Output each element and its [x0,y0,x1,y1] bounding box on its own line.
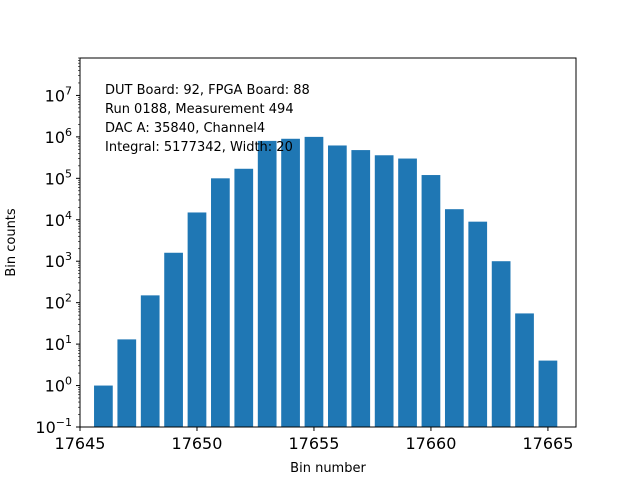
histogram-bar [374,155,394,427]
histogram-bar [515,313,534,427]
histogram-bar [117,339,137,427]
histogram-bar [328,145,347,428]
histogram-bar [234,168,254,427]
histogram-bar [257,140,277,427]
annotation-line-4: Integral: 5177342, Width: 20 [105,140,293,155]
annotation-line-3: DAC A: 35840, Channel4 [105,121,265,136]
histogram-bar [444,209,464,427]
annotation-line-1: DUT Board: 92, FPGA Board: 88 [105,83,310,98]
histogram-bar [211,178,230,427]
bars-group [94,136,558,428]
histogram-bar [187,212,207,427]
y-tick-label: 105 [45,167,72,188]
y-tick-label: 103 [45,250,72,271]
y-tick-label: 101 [45,333,72,354]
plot-frame [79,57,577,428]
x-axis-ticks: 17645 17650 17655 17660 17665 [55,427,573,453]
histogram-bar [421,175,441,427]
y-tick-label: 107 [45,84,72,105]
histogram-bar [468,221,488,427]
histogram-bar [398,158,417,427]
y-tick-label: 106 [45,126,72,147]
annotation-line-2: Run 0188, Measurement 494 [105,102,294,117]
histogram-bar [281,138,300,427]
y-axis-label: Bin counts [4,208,19,277]
x-axis-label: Bin number [290,461,366,476]
histogram-bar [164,252,183,427]
histogram-bar [140,295,160,427]
x-tick-label: 17645 [55,434,106,453]
histogram-bar [351,150,371,427]
x-tick-label: 17655 [289,434,340,453]
x-tick-label: 17665 [522,434,573,453]
histogram-bar [538,360,558,427]
x-tick-label: 17650 [172,434,223,453]
x-tick-label: 17660 [405,434,456,453]
histogram-bar [94,385,113,427]
y-tick-label: 100 [45,375,72,396]
y-tick-label: 104 [45,209,72,230]
histogram-bar [491,261,511,427]
histogram-bar [304,136,324,427]
y-tick-label: 102 [45,292,72,313]
